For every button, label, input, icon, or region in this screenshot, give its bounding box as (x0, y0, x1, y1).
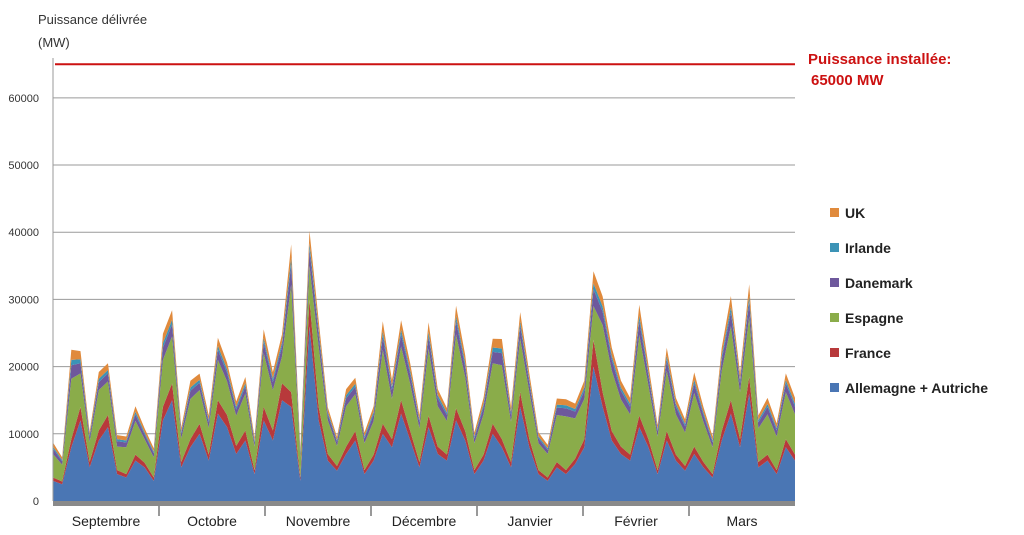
y-axis-title-line1: Puissance délivrée (38, 12, 147, 27)
reference-label-line2: 65000 MW (811, 72, 884, 89)
legend-label: Irlande (845, 240, 891, 256)
y-tick-labels: 0 10000 20000 30000 40000 50000 60000 (8, 93, 39, 508)
stacked-areas (53, 230, 795, 501)
y-tick-label: 10000 (8, 429, 39, 441)
area-espagne (53, 265, 795, 482)
legend-label: Danemark (845, 275, 913, 291)
y-tick-label: 50000 (8, 160, 39, 172)
reference-label-line1: Puissance installée: (808, 51, 951, 68)
legend-swatch (830, 208, 839, 217)
month-label: Mars (726, 513, 757, 529)
legend-label: UK (845, 205, 865, 221)
legend-swatch (830, 348, 839, 357)
legend: UK Irlande Danemark Espagne France Allemagne … (830, 205, 988, 396)
y-tick-label: 0 (33, 496, 39, 508)
legend-label: Espagne (845, 310, 904, 326)
y-tick-label: 60000 (8, 93, 39, 105)
month-label: Janvier (507, 513, 552, 529)
area-irlande (53, 242, 795, 462)
month-label: Décembre (392, 513, 457, 529)
month-label: Février (614, 513, 658, 529)
y-tick-label: 30000 (8, 294, 39, 306)
area-france (53, 299, 795, 485)
month-label: Novembre (286, 513, 351, 529)
legend-label: Allemagne + Autriche (845, 380, 988, 396)
y-axis-title-line2: (MW) (38, 35, 70, 50)
area-danemark (53, 249, 795, 465)
month-label: Septembre (72, 513, 141, 529)
legend-swatch (830, 243, 839, 252)
legend-label: France (845, 345, 891, 361)
legend-swatch (830, 313, 839, 322)
legend-swatch (830, 383, 839, 392)
month-label: Octobre (187, 513, 237, 529)
axes (52, 58, 795, 506)
y-tick-label: 20000 (8, 362, 39, 374)
x-axis-bar (53, 501, 795, 506)
area-allemagne-autriche (53, 326, 795, 501)
legend-swatch (830, 278, 839, 287)
y-tick-label: 40000 (8, 227, 39, 239)
area-uk (53, 230, 795, 461)
month-labels: Septembre Octobre Novembre Décembre Janvier F… (72, 506, 758, 529)
